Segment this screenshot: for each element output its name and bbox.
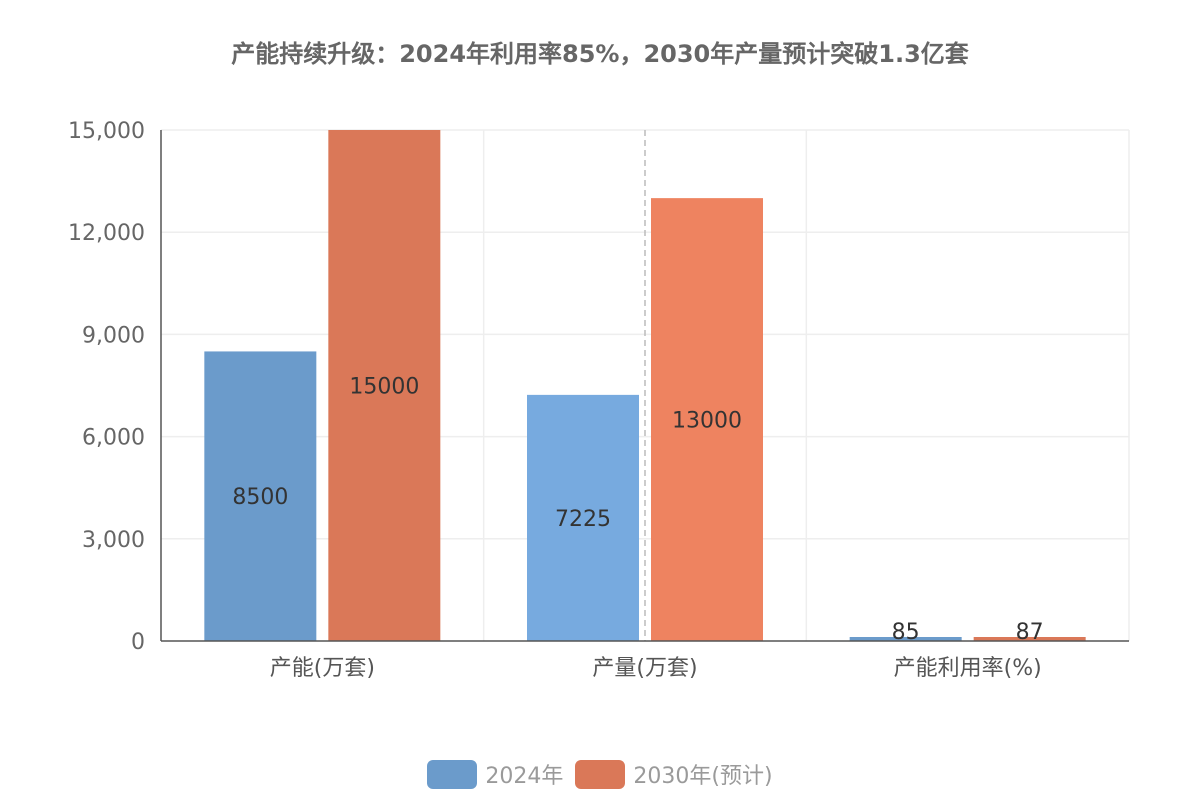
- data-label: 85: [892, 620, 920, 645]
- x-axis-categories: 产能(万套) 产量(万套) 产能利用率(%): [160, 130, 1129, 681]
- legend-item-2024[interactable]: 2024年: [427, 758, 563, 790]
- y-axis-ticks: 0 3,000 6,000 9,000 12,000 15,000: [68, 119, 145, 655]
- y-tick-label: 12,000: [68, 221, 145, 246]
- bar-2024-1[interactable]: [527, 394, 639, 641]
- legend-item-2030[interactable]: 2030年(预计): [575, 758, 773, 790]
- x-category-label: 产能(万套): [270, 656, 375, 681]
- x-category-label: 产量(万套): [592, 656, 697, 681]
- legend-label-2024: 2024年: [485, 764, 564, 789]
- legend-swatch-2030: [575, 759, 626, 789]
- y-tick-label: 9,000: [82, 323, 145, 348]
- y-tick-label: 0: [131, 630, 145, 655]
- data-label: 7225: [555, 507, 611, 532]
- data-label: 87: [1016, 620, 1044, 645]
- grid-lines: [161, 129, 1130, 641]
- data-labels: 8500 15000 7225 13000 85 87: [232, 375, 1043, 646]
- data-label: 13000: [672, 409, 742, 434]
- x-category-label: 产能利用率(%): [894, 656, 1042, 681]
- y-tick-label: 15,000: [68, 119, 145, 144]
- bar-2024-0[interactable]: [204, 351, 317, 641]
- bar-2024-2[interactable]: [849, 637, 962, 641]
- bar-2030-2[interactable]: [973, 637, 1086, 641]
- legend-label-2030: 2030年(预计): [633, 764, 773, 789]
- y-tick-label: 3,000: [82, 528, 145, 553]
- bar-2030-0[interactable]: [328, 130, 441, 641]
- y-tick-label: 6,000: [82, 426, 145, 451]
- bars: [204, 130, 1086, 641]
- data-label: 8500: [232, 485, 288, 510]
- legend-swatch-2024: [427, 759, 478, 789]
- chart-title: 产能持续升级：2024年利用率85%，2030年产量预计突破1.3亿套: [231, 40, 969, 68]
- data-label: 15000: [349, 375, 419, 400]
- bar-2030-1[interactable]: [651, 198, 763, 641]
- legend: 2024年 2030年(预计): [0, 758, 1200, 790]
